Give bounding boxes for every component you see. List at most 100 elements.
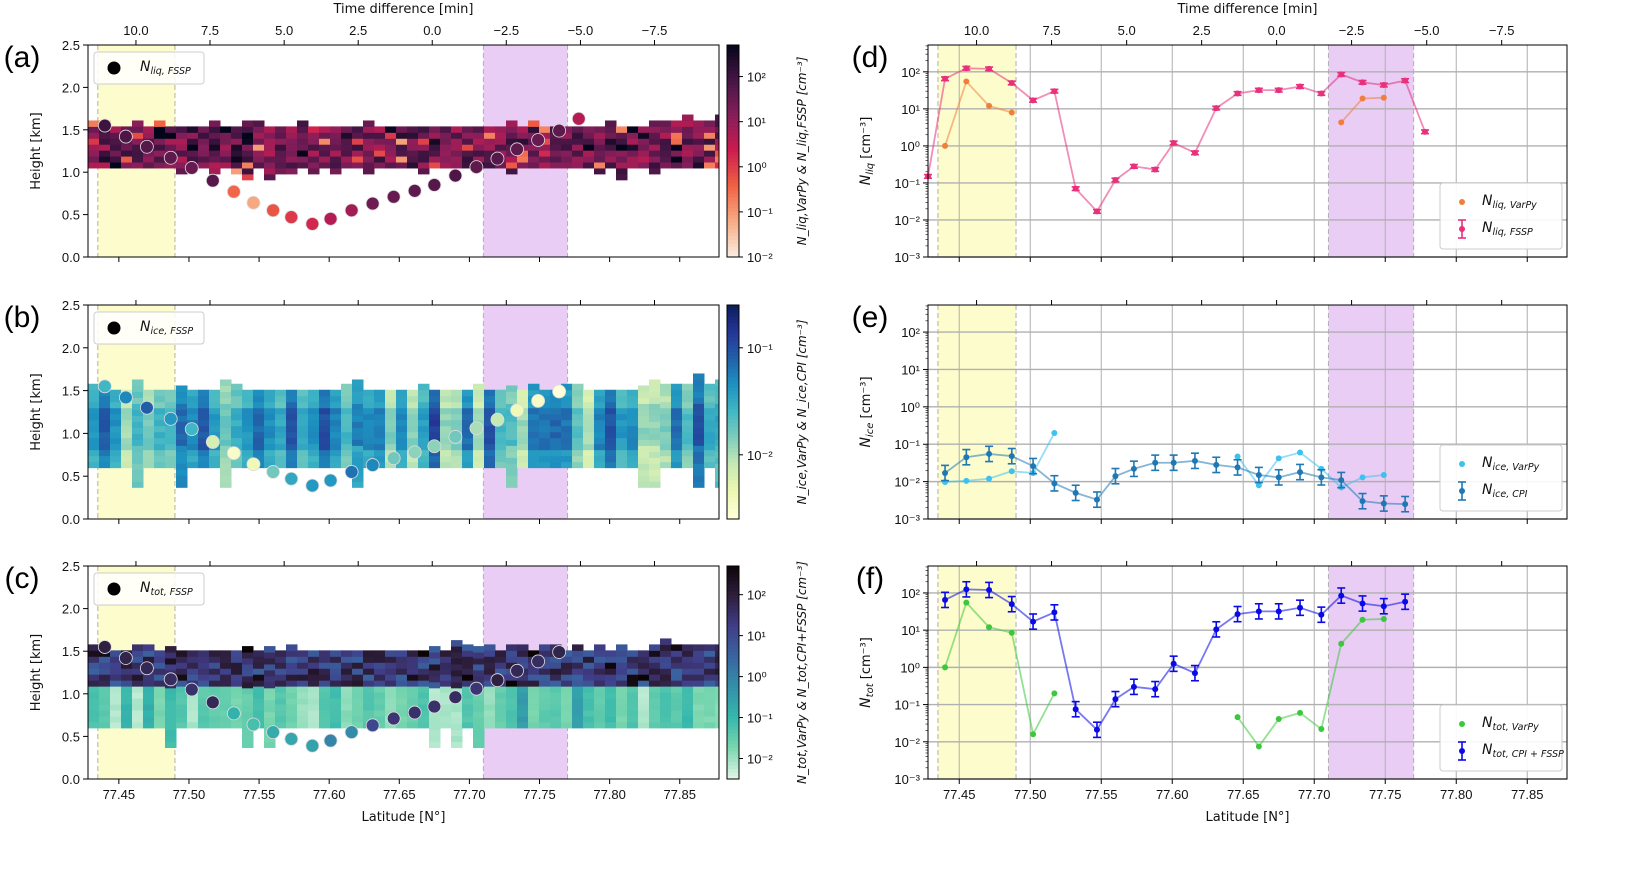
heatmap-cell	[638, 463, 650, 470]
series-line	[944, 600, 1056, 737]
heatmap-cell	[154, 656, 166, 663]
heatmap-cell	[396, 437, 408, 445]
heatmap-cell	[671, 156, 683, 163]
heatmap-cell	[671, 407, 683, 415]
fssp-point	[305, 478, 320, 493]
heatmap-cell	[132, 481, 144, 488]
heatmap-cell	[715, 126, 720, 133]
heatmap-cell	[253, 132, 265, 139]
heatmap-cell	[220, 379, 232, 386]
heatmap-cell	[429, 144, 441, 151]
heatmap-cell	[132, 427, 144, 434]
heatmap-cell	[198, 680, 210, 687]
heatmap-cell	[253, 709, 265, 717]
heatmap-cell	[341, 383, 353, 391]
heatmap-cell	[671, 150, 683, 157]
heatmap-cell	[187, 461, 199, 469]
heatmap-cell	[286, 692, 298, 699]
heatmap-cell	[198, 692, 210, 699]
heatmap-cell	[330, 656, 342, 663]
heatmap-cell	[561, 674, 573, 681]
colorbar-segment	[727, 644, 739, 649]
heatmap-cell	[440, 443, 452, 451]
bottom-axis-title: Latitude [N°]	[1205, 810, 1289, 825]
heatmap-cell	[704, 698, 716, 705]
heatmap-cell	[671, 650, 683, 657]
legend-marker	[1459, 488, 1465, 494]
heatmap-cell	[286, 407, 298, 415]
heatmap-cell	[572, 449, 584, 457]
heatmap-cell	[517, 662, 529, 669]
heatmap-cell	[99, 419, 111, 427]
heatmap-cell	[693, 132, 705, 139]
heatmap-cell	[396, 674, 408, 681]
heatmap-cell	[176, 704, 188, 711]
heatmap-cell	[440, 162, 452, 169]
heatmap-cell	[220, 704, 232, 711]
heatmap-cell	[671, 721, 683, 729]
heatmap-cell	[352, 662, 364, 669]
axes-frame	[927, 565, 1568, 780]
heatmap-cell	[704, 395, 716, 403]
heatmap-cell	[473, 389, 485, 397]
colorbar-segment	[727, 704, 739, 709]
heatmap-cell	[495, 692, 507, 699]
heatmap-cell	[110, 138, 122, 145]
heatmap-cell	[528, 431, 540, 439]
data-point	[1297, 604, 1304, 611]
data-point	[1402, 598, 1409, 605]
heatmap-cell	[374, 709, 386, 717]
colorbar-tick-label: 10⁻²	[747, 752, 773, 767]
data-point	[1112, 176, 1119, 183]
heatmap-cell	[429, 407, 441, 415]
heatmap-cell	[473, 729, 485, 737]
heatmap-cell	[253, 144, 265, 151]
heatmap-cell	[110, 656, 122, 663]
heatmap-cell	[231, 431, 243, 439]
heatmap-cell	[330, 686, 342, 693]
heatmap-cell	[363, 709, 375, 717]
heatmap-cell	[682, 668, 694, 675]
heatmap-cell	[231, 656, 243, 663]
legend-marker	[107, 582, 121, 596]
colorbar-segment	[727, 451, 739, 456]
heatmap-cell	[396, 431, 408, 439]
colorbar-segment	[727, 768, 739, 773]
heatmap-cell	[253, 449, 265, 457]
top-tick-label: 2.5	[1193, 23, 1211, 38]
heatmap-cell	[264, 407, 276, 415]
heatmap-cell	[242, 156, 254, 163]
heatmap-cell	[583, 150, 595, 157]
heatmap-cell	[110, 709, 122, 717]
heatmap-cell	[671, 132, 683, 139]
heatmap-cell	[374, 650, 386, 657]
colorbar-segment	[727, 658, 739, 663]
y-tick-label: 10²	[901, 325, 920, 340]
heatmap-cell	[660, 449, 672, 457]
data-point	[942, 142, 949, 149]
heatmap-cell	[374, 656, 386, 663]
heatmap-cell	[330, 650, 342, 657]
heatmap-cell	[352, 427, 364, 434]
heatmap-cell	[693, 644, 705, 651]
heatmap-cell	[440, 419, 452, 427]
heatmap-cell	[440, 156, 452, 163]
series-n-liq-fssp	[924, 65, 1429, 215]
heatmap-cell	[561, 668, 573, 675]
y-axis-title: Ntot [cm⁻³]	[858, 637, 876, 708]
heatmap-cell	[275, 156, 287, 163]
fssp-point	[118, 390, 133, 405]
heatmap-cell	[484, 698, 496, 705]
heatmap-cell	[275, 704, 287, 711]
heatmap-cell	[374, 680, 386, 687]
heatmap-cell	[231, 680, 243, 687]
y-tick-label: 0.0	[62, 772, 80, 787]
heatmap-cell	[132, 132, 144, 139]
y-tick-label: 10⁻²	[894, 475, 920, 490]
heatmap-cell	[275, 455, 287, 463]
heatmap-cell	[506, 397, 518, 404]
heatmap-cell	[649, 415, 661, 422]
heatmap-cell	[484, 132, 496, 139]
heatmap-cell	[363, 413, 375, 421]
legend-label: Ntot, CPI + FSSP	[1482, 742, 1564, 760]
